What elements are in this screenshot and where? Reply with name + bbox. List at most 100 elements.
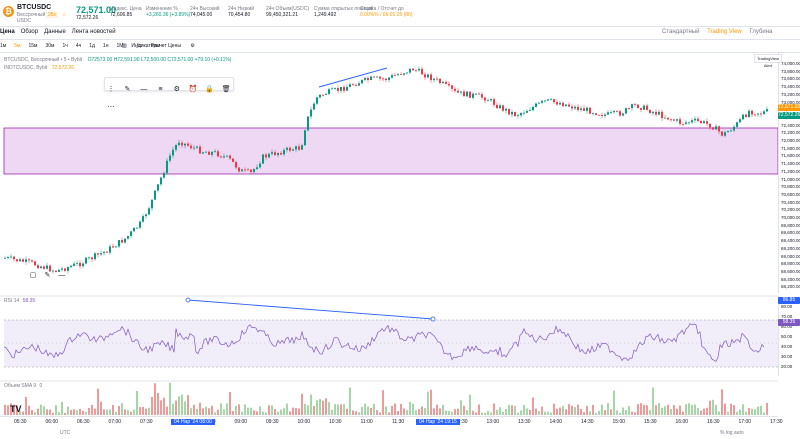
alert-tooltip-tag[interactable]: TradingView Alert (754, 54, 782, 68)
timezone-label[interactable]: UTC (60, 430, 71, 436)
candle (625, 108, 627, 114)
pencil-icon[interactable]: ✎ (44, 272, 51, 279)
timeframe-1М[interactable]: 1М (116, 43, 124, 49)
star-icon[interactable]: ☆ (62, 12, 67, 18)
divergence-handle-2[interactable] (430, 316, 436, 322)
candle (400, 74, 402, 75)
candle (727, 131, 729, 133)
alert-icon[interactable]: ⏰ (188, 86, 198, 93)
volume-bar (652, 387, 654, 415)
timeframe-4ч[interactable]: 4ч (75, 43, 82, 49)
volume-bar (340, 404, 342, 415)
line-style-icon[interactable]: ― (140, 86, 148, 93)
volume-bar (592, 405, 594, 415)
timeframe-15м[interactable]: 15м (28, 43, 38, 49)
drag-handle-icon[interactable]: ⋮ (107, 86, 115, 93)
candle (445, 81, 447, 84)
line-width-icon[interactable]: ≡ (158, 86, 163, 93)
candle (667, 117, 669, 120)
symbol-header: ₿ BTCUSDC Бессрочный USDC 72,571.00 72,5… (0, 0, 800, 27)
tab-0[interactable]: Цена (0, 29, 15, 35)
compare-symbol[interactable]: INDTCUSDC, Bybit (4, 65, 48, 71)
rsi-label[interactable]: RSI 14 (4, 298, 20, 304)
candle (520, 113, 522, 116)
volume-bar (175, 400, 177, 415)
volume-bar (748, 407, 750, 415)
more-icon[interactable]: ⋯ (107, 104, 115, 111)
candle (301, 145, 303, 150)
tab-depth[interactable]: Глубина (749, 29, 773, 35)
candle (541, 100, 543, 103)
candle (430, 74, 432, 81)
volume-bar (334, 404, 336, 415)
volume-bar (634, 412, 636, 415)
volume-bar (109, 409, 111, 415)
settings-icon[interactable]: ⚙ (190, 43, 195, 49)
timeframe-1ч[interactable]: 1ч (62, 43, 68, 49)
scale-options[interactable]: % log auto (720, 430, 744, 436)
candle (10, 256, 12, 258)
candle (715, 126, 717, 130)
volume-bar (616, 410, 618, 415)
price-tick: 71,400.00 (781, 161, 800, 167)
tab-1[interactable]: Обзор (20, 29, 39, 35)
price-axis[interactable]: 74,000.00 73,800.00 73,600.00 73,400.00 73,2… (778, 53, 800, 293)
volume-bar (418, 409, 420, 415)
volume-bar (187, 395, 189, 415)
candle (352, 84, 354, 86)
timeframe-1н[interactable]: 1н (102, 43, 109, 49)
tab-tradingview[interactable]: Trading View (707, 29, 742, 35)
leverage-badge[interactable]: 25x (46, 12, 59, 18)
rsi-divergence-line[interactable] (187, 299, 434, 320)
layout-button[interactable]: Расчет Цены (150, 43, 181, 49)
rsi-tick: 30.00 (781, 354, 793, 359)
tab-2[interactable]: Данные (44, 29, 66, 35)
stat-label: Индекс. Цена (110, 6, 142, 12)
sr-zone[interactable] (3, 127, 778, 175)
timeframe-1м[interactable]: 1м (0, 43, 7, 49)
tab-standard[interactable]: Стандартный (662, 29, 700, 35)
indicators-icon[interactable]: ƒx (136, 43, 142, 49)
volume-bar (43, 406, 45, 415)
volume-bar (475, 412, 477, 415)
timeframe-5м[interactable]: 5м (14, 43, 21, 49)
candle-type-icon[interactable]: ▥ (122, 43, 127, 49)
time-axis[interactable]: 05:3006:0006:3007:0007:3008:0008:3009:00… (0, 416, 783, 427)
symbol-name[interactable]: BTCUSDC (17, 4, 52, 11)
stat-value: 1,249.492 (314, 12, 337, 18)
chart-area[interactable] (0, 53, 778, 430)
candle (655, 111, 657, 115)
line-tool-icon[interactable]: ― (58, 272, 66, 279)
rsi-axis[interactable]: 80.00 70.00 60.00 50.00 40.00 30.00 20.00 (778, 296, 800, 376)
trash-icon[interactable]: 🗑 (221, 86, 231, 93)
settings-icon[interactable]: ⚙ (173, 86, 180, 93)
header-stat: Ставка / Отсчет до 0.00%% / 06:01:25 (8h) (360, 6, 413, 18)
candle (175, 144, 177, 150)
candle (622, 113, 624, 116)
volume-bar (763, 412, 765, 415)
lock-icon[interactable]: 🔒 (205, 86, 215, 93)
pencil-icon[interactable]: ✎ (124, 86, 131, 93)
volume-bar (655, 405, 657, 415)
candle (676, 119, 678, 121)
legend-symbol[interactable]: BTCUSDC, Бессрочный • 5 • Bybit (4, 57, 83, 63)
rect-tool-icon[interactable]: ▢ (29, 272, 37, 279)
time-tick: 05:30 (14, 419, 27, 425)
timeframe-30м[interactable]: 30м (45, 43, 55, 49)
indicators-button[interactable]: Индикаторы (131, 43, 160, 49)
candle (394, 75, 396, 76)
volume-label[interactable]: Объем SMA 9 (4, 383, 37, 389)
candle (67, 267, 69, 271)
candle (709, 123, 711, 128)
volume-bar (730, 403, 732, 415)
candle (724, 132, 726, 136)
candle (454, 88, 456, 91)
trendline-top[interactable] (318, 67, 388, 88)
volume-bar (682, 411, 684, 415)
candle (370, 76, 372, 80)
tab-3[interactable]: Лента новостей (71, 29, 116, 35)
timeframe-1д[interactable]: 1д (89, 43, 95, 49)
divergence-handle-1[interactable] (185, 297, 191, 303)
candle (160, 177, 162, 185)
volume-bar (139, 407, 141, 415)
